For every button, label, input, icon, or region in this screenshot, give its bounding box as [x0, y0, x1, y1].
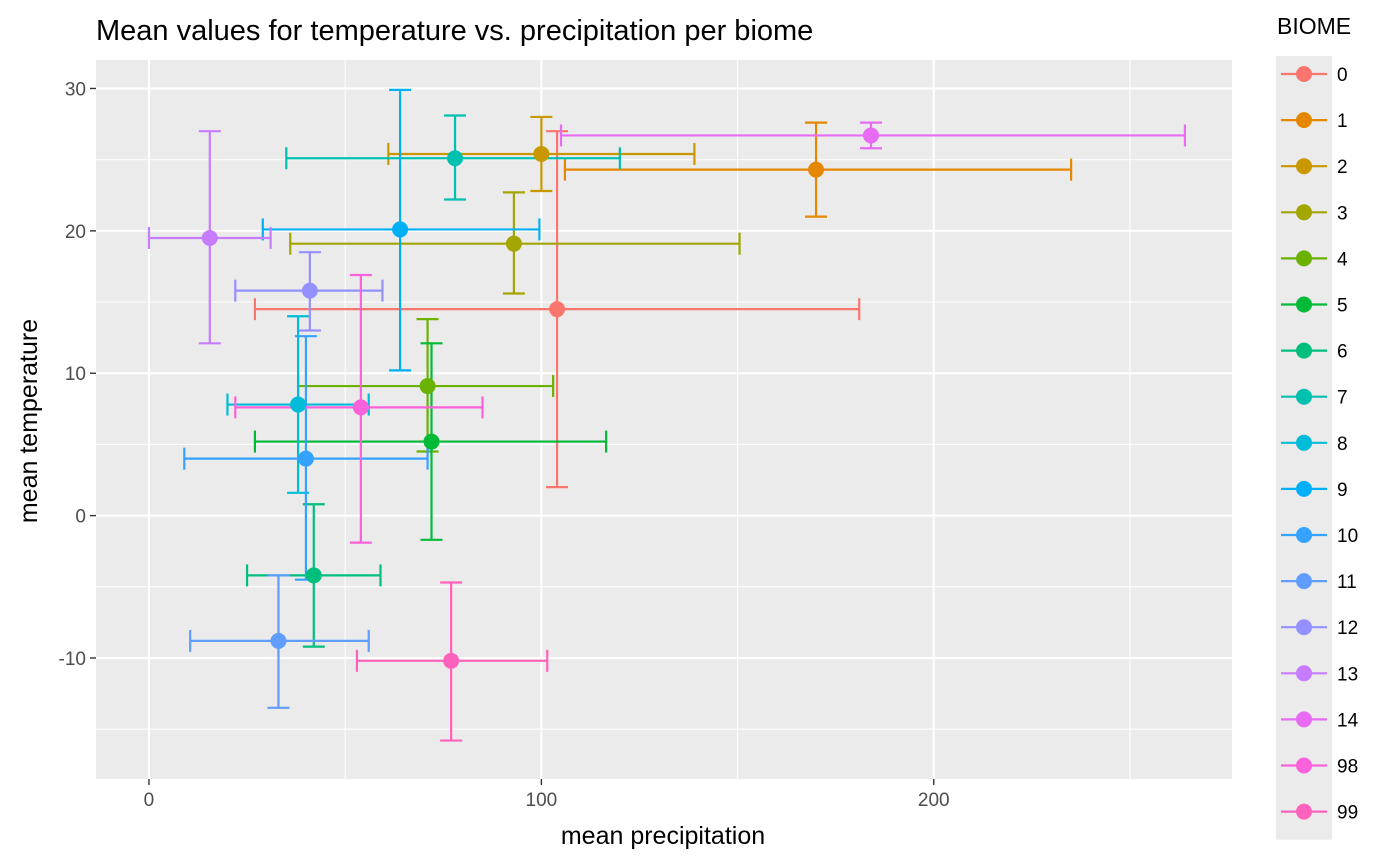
- legend-key-point: [1296, 112, 1312, 129]
- legend-key-point: [1296, 803, 1312, 820]
- point-biome-12: [301, 282, 318, 299]
- point-biome-98: [352, 399, 369, 416]
- legend-key-point: [1296, 66, 1312, 82]
- legend-label: 4: [1337, 249, 1348, 270]
- legend-label: 0: [1337, 65, 1348, 86]
- y-axis-ticks: -10 0 10 20 30: [59, 79, 96, 670]
- legend-label: 8: [1337, 434, 1348, 455]
- x-tick-label: 100: [526, 790, 558, 811]
- point-biome-1: [808, 161, 825, 178]
- point-biome-5: [423, 433, 440, 450]
- y-tick-label: 0: [75, 507, 86, 528]
- point-biome-13: [201, 229, 218, 246]
- point-biome-4: [419, 378, 436, 395]
- chart-title: Mean values for temperature vs. precipit…: [96, 15, 813, 47]
- point-biome-10: [297, 450, 314, 467]
- legend-label: 3: [1337, 203, 1348, 224]
- x-axis-ticks: 0 100 200: [144, 779, 950, 811]
- legend-key-point: [1296, 619, 1312, 636]
- legend-label: 99: [1337, 803, 1358, 824]
- point-biome-8: [290, 396, 307, 413]
- grid-major: [96, 60, 1232, 779]
- y-axis-title: mean temperature: [15, 319, 43, 523]
- legend-label: 2: [1337, 157, 1348, 178]
- point-biome-3: [505, 235, 522, 252]
- x-tick-label: 0: [144, 790, 155, 811]
- legend-label: 10: [1337, 526, 1358, 547]
- x-axis-title: mean precipitation: [561, 822, 765, 850]
- plot-panel: [96, 60, 1232, 779]
- legend-label: 14: [1337, 710, 1359, 731]
- point-biome-2: [533, 145, 550, 162]
- legend-key-point: [1296, 296, 1312, 313]
- legend-label: 1: [1337, 111, 1348, 132]
- y-tick-label: 30: [65, 79, 86, 100]
- point-biome-14: [862, 127, 879, 144]
- grid-minor: [96, 60, 1232, 779]
- legend-key-point: [1296, 527, 1312, 543]
- legend-key-point: [1296, 573, 1312, 590]
- legend-label: 12: [1337, 618, 1358, 639]
- legend-key-point: [1296, 204, 1312, 221]
- legend-label: 9: [1337, 480, 1348, 501]
- y-tick-label: 20: [65, 222, 86, 243]
- legend-label: 6: [1337, 342, 1348, 363]
- data-points: [201, 127, 879, 669]
- legend-title: BIOME: [1277, 13, 1351, 39]
- y-tick-label: -10: [59, 649, 86, 670]
- legend-key-point: [1296, 757, 1312, 774]
- point-biome-99: [443, 652, 460, 669]
- legend-label: 98: [1337, 757, 1358, 778]
- legend-key-point: [1296, 434, 1312, 451]
- y-tick-label: 10: [65, 364, 86, 385]
- legend-label: 7: [1337, 388, 1348, 409]
- legend-label: 11: [1337, 572, 1357, 593]
- point-biome-9: [392, 221, 409, 238]
- legend-key-point: [1296, 342, 1312, 359]
- point-biome-7: [447, 150, 464, 167]
- point-biome-0: [549, 301, 566, 318]
- legend-key-point: [1296, 711, 1312, 728]
- legend-key-point: [1296, 480, 1312, 497]
- legend-label: 5: [1337, 296, 1348, 317]
- legend-key-point: [1296, 388, 1312, 405]
- legend-key-point: [1296, 665, 1312, 682]
- x-tick-label: 200: [918, 790, 950, 811]
- legend-label: 13: [1337, 664, 1358, 685]
- point-biome-6: [305, 567, 322, 584]
- point-biome-11: [270, 632, 287, 649]
- legend-key-point: [1296, 158, 1312, 175]
- legend-key-point: [1296, 250, 1312, 267]
